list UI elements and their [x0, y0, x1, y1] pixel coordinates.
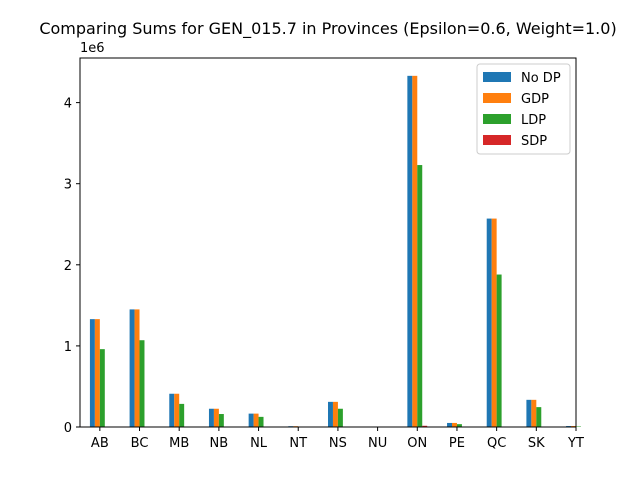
- y-tick-label: 4: [64, 97, 72, 112]
- bar-qc-ldp: [497, 275, 502, 427]
- chart-title: Comparing Sums for GEN_015.7 in Province…: [39, 19, 616, 39]
- y-tick-label: 0: [64, 421, 72, 436]
- bar-sk-gdp: [531, 400, 536, 427]
- x-tick-label-ns: NS: [329, 436, 347, 451]
- legend: No DP GDP LDP SDP: [477, 64, 570, 154]
- bar-nb-gdp: [214, 409, 219, 427]
- x-tick-label-nt: NT: [289, 436, 307, 451]
- bar-pe-gdp: [452, 423, 457, 427]
- x-tick-label-nl: NL: [250, 436, 268, 451]
- legend-swatch-gdp: [483, 93, 511, 103]
- x-tick-label-mb: MB: [169, 436, 189, 451]
- legend-label-gdp: GDP: [521, 92, 549, 107]
- bar-sk-no-dp: [526, 400, 531, 427]
- x-tick-label-nb: NB: [210, 436, 229, 451]
- bar-pe-no-dp: [447, 423, 452, 427]
- bar-bc-no-dp: [130, 309, 135, 427]
- legend-label-no-dp: No DP: [521, 71, 561, 86]
- y-axis-offset-label: 1e6: [80, 41, 105, 56]
- bar-ab-ldp: [100, 349, 105, 427]
- legend-label-sdp: SDP: [521, 134, 547, 149]
- legend-swatch-no-dp: [483, 72, 511, 82]
- x-tick-label-bc: BC: [131, 436, 149, 451]
- bar-nl-gdp: [254, 414, 259, 427]
- x-tick-label-nu: NU: [368, 436, 387, 451]
- bar-nb-ldp: [219, 414, 224, 427]
- x-tick-label-pe: PE: [449, 436, 465, 451]
- x-tick-label-sk: SK: [528, 436, 545, 451]
- legend-swatch-sdp: [483, 135, 511, 145]
- bar-qc-no-dp: [487, 219, 492, 427]
- bar-ab-no-dp: [90, 319, 95, 427]
- y-tick-label: 1: [64, 340, 72, 355]
- bar-on-no-dp: [407, 76, 412, 427]
- bar-nl-no-dp: [249, 414, 254, 427]
- legend-swatch-ldp: [483, 114, 511, 124]
- bar-sk-ldp: [536, 407, 541, 427]
- bar-bc-ldp: [140, 340, 145, 427]
- y-tick-label: 3: [64, 178, 72, 193]
- bar-ns-ldp: [338, 409, 343, 427]
- x-tick-label-yt: YT: [567, 436, 584, 451]
- x-tick-label-ab: AB: [91, 436, 109, 451]
- bar-mb-no-dp: [169, 394, 174, 427]
- bar-on-gdp: [412, 76, 417, 427]
- bar-mb-ldp: [179, 404, 184, 427]
- bar-nl-ldp: [259, 417, 264, 427]
- bar-qc-gdp: [492, 219, 497, 427]
- bar-ns-no-dp: [328, 402, 333, 427]
- bar-ns-gdp: [333, 402, 338, 427]
- bar-on-ldp: [417, 165, 422, 427]
- bar-nb-no-dp: [209, 409, 214, 427]
- x-tick-label-on: ON: [407, 436, 427, 451]
- y-tick-label: 2: [64, 259, 72, 274]
- legend-label-ldp: LDP: [521, 113, 546, 128]
- bar-bc-gdp: [135, 309, 140, 427]
- bar-mb-gdp: [174, 394, 179, 427]
- bar-ab-gdp: [95, 319, 100, 427]
- x-tick-label-qc: QC: [487, 436, 506, 451]
